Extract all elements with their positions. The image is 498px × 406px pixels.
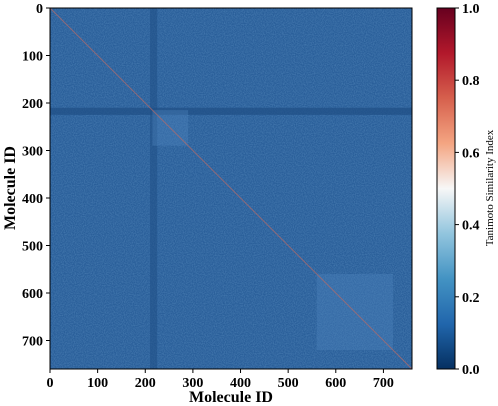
x-tick-label: 100 [87, 376, 108, 391]
colorbar-ticks: 0.0 0.2 0.4 0.6 0.8 1.0 [455, 2, 480, 378]
y-tick-label: 0 [36, 2, 43, 17]
x-tick-label: 0 [47, 376, 54, 391]
colorbar-tick-label: 0.2 [462, 291, 480, 306]
y-tick-label: 500 [22, 240, 43, 255]
x-axis-label: Molecule ID [189, 389, 273, 406]
x-tick-label: 300 [182, 376, 203, 391]
colorbar-tick-label: 0.0 [462, 363, 480, 378]
x-tick-label: 500 [278, 376, 299, 391]
y-tick-label: 300 [22, 145, 43, 160]
y-tick-label: 200 [22, 97, 43, 112]
low-similarity-band-row [50, 107, 412, 115]
y-axis-label: Molecule ID [2, 146, 19, 230]
x-tick-label: 200 [135, 376, 156, 391]
y-tick-label: 600 [22, 287, 43, 302]
colorbar-tick-label: 0.8 [462, 74, 480, 89]
x-tick-label: 400 [230, 376, 251, 391]
x-axis: 0 100 200 300 400 500 600 700 [47, 369, 394, 391]
x-tick-label: 600 [325, 376, 346, 391]
low-similarity-band-col [150, 8, 158, 369]
heatmap-frame [49, 7, 413, 370]
y-axis: 0 100 200 300 400 500 600 700 [22, 2, 50, 350]
colorbar-tick-label: 0.4 [462, 219, 480, 234]
colorbar-label: Tanimoto Similarity Index [484, 129, 496, 246]
colorbar: 0.0 0.2 0.4 0.6 0.8 1.0 Tanimoto Similarity I… [436, 2, 496, 378]
colorbar-bar [436, 7, 456, 370]
heatmap-diagonal [49, 7, 413, 370]
y-tick-label: 400 [22, 192, 43, 207]
heatmap-area [49, 7, 413, 370]
y-tick-label: 700 [22, 335, 43, 350]
x-tick-label: 700 [373, 376, 394, 391]
y-tick-label: 100 [22, 50, 43, 65]
colorbar-tick-label: 1.0 [462, 2, 480, 17]
colorbar-tick-label: 0.6 [462, 146, 480, 161]
